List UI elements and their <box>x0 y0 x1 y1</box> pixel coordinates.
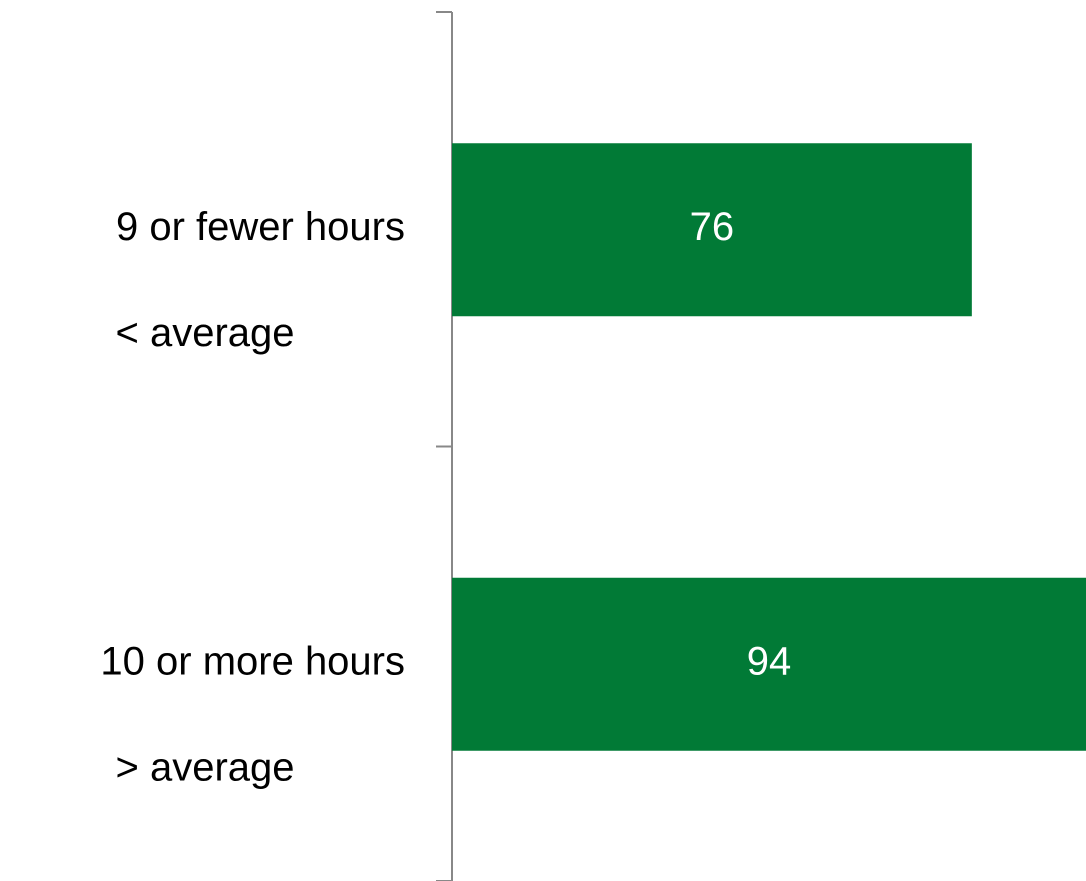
bar <box>452 577 1086 751</box>
category-label: 9 or fewer hours <box>116 205 405 249</box>
category-label: 10 or more hours <box>100 639 405 683</box>
value-label: 76 <box>690 205 735 249</box>
category-sublabel: > average <box>115 745 294 789</box>
bar <box>452 143 972 317</box>
value-label: 94 <box>747 639 792 683</box>
category-sublabel: < average <box>115 311 294 355</box>
